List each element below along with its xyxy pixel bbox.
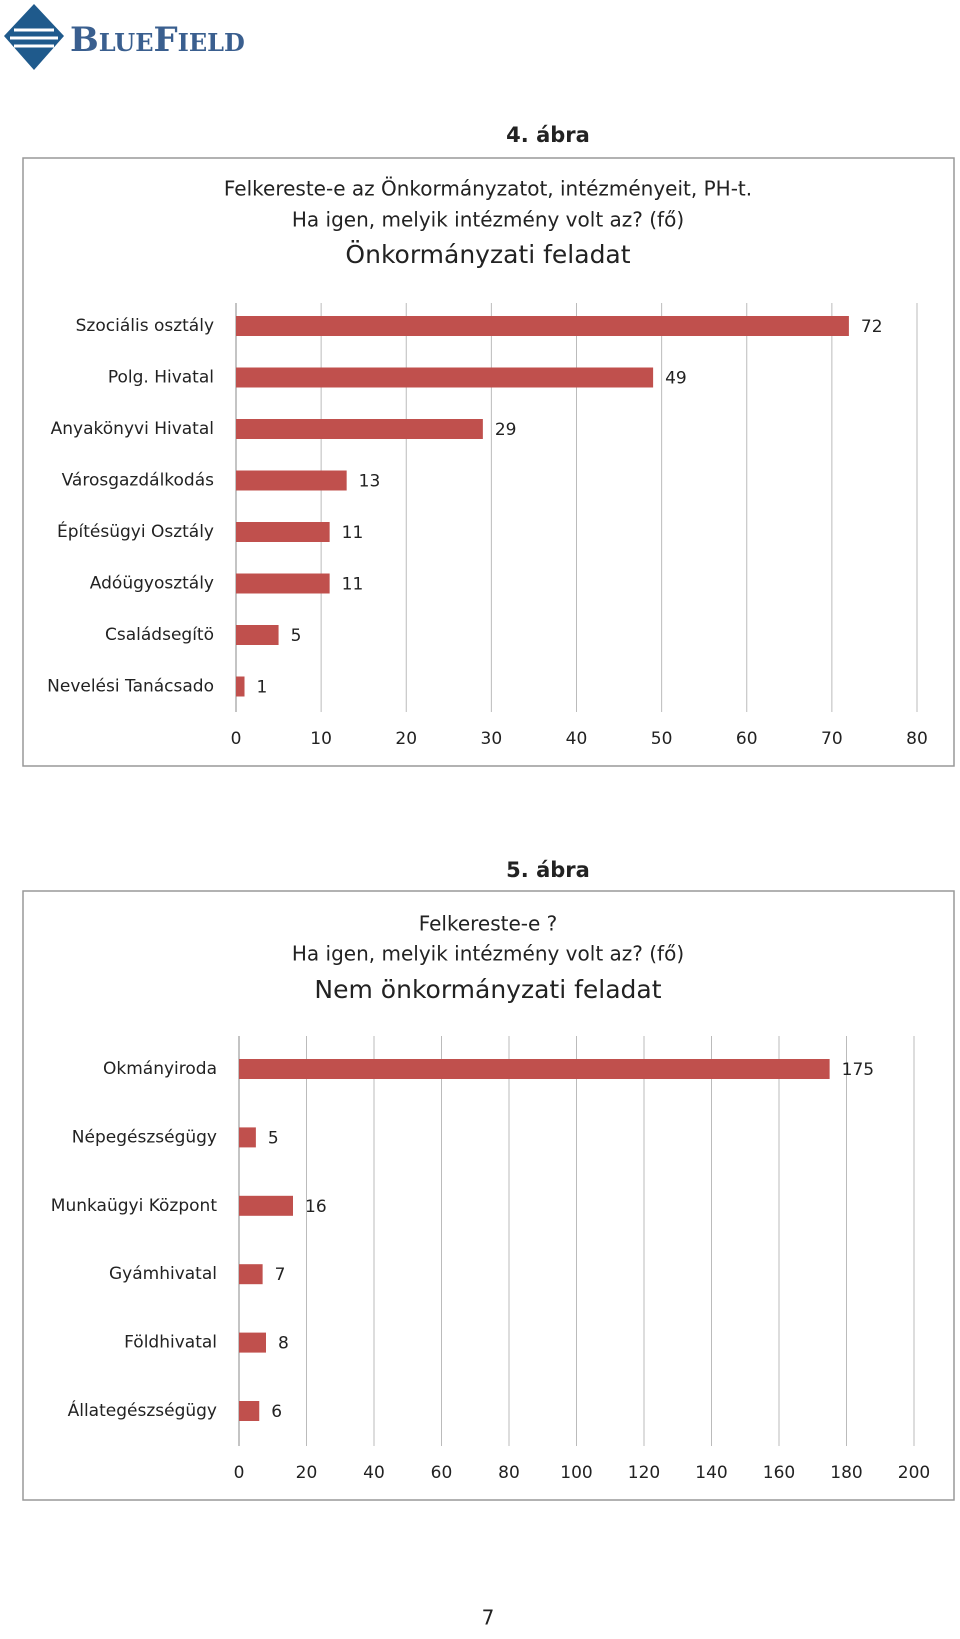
logo-icon [4,4,64,70]
x-tick-label: 0 [231,729,242,749]
bar [236,522,330,542]
y-tick-label: Gyámhivatal [109,1264,217,1284]
y-tick-label: Építésügyi Osztály [57,520,214,542]
x-tick-label: 20 [296,1463,318,1483]
x-tick-label: 20 [395,729,417,749]
figure-label: 5. ábra [506,858,590,882]
bar [236,470,347,491]
y-tick-label: Népegészségügy [72,1127,217,1147]
figure-label: 4. ábra [506,123,590,147]
bar [236,419,483,439]
y-tick-label: Állategészségügy [68,1399,217,1421]
x-tick-label: 60 [736,729,758,749]
data-label: 6 [271,1402,282,1422]
bar [236,676,245,697]
y-tick-label: Okmányiroda [103,1059,217,1079]
chart-frame [22,157,955,767]
x-tick-label: 80 [498,1463,520,1483]
x-tick-label: 0 [234,1463,245,1483]
data-label: 5 [268,1128,279,1148]
x-tick-label: 60 [431,1463,453,1483]
y-tick-label: Munkaügyi Központ [51,1196,218,1216]
bar [236,573,330,594]
chart-title: Ha igen, melyik intézmény volt az? (fő) [292,208,684,232]
bar [239,1059,830,1079]
bar [239,1401,260,1421]
data-label: 175 [842,1060,874,1080]
data-label: 29 [495,420,517,440]
x-tick-label: 30 [481,729,503,749]
x-tick-label: 200 [898,1463,930,1483]
y-tick-label: Földhivatal [124,1333,217,1353]
chart-title: Felkereste-e az Önkormányzatot, intézmén… [224,177,752,201]
data-label: 7 [275,1265,286,1285]
x-tick-label: 40 [566,729,588,749]
chart-title: Felkereste-e ? [419,912,558,936]
data-label: 1 [257,678,268,698]
x-tick-label: 10 [310,729,332,749]
chart-frame [22,890,955,1501]
bar [239,1195,293,1216]
bar [239,1127,256,1148]
x-tick-label: 180 [830,1463,862,1483]
x-tick-label: 80 [906,729,928,749]
y-tick-label: Szociális osztály [76,316,214,336]
logo-text: BlueField [70,20,245,60]
bar [236,316,849,336]
data-label: 13 [359,472,381,492]
y-tick-label: Nevelési Tanácsado [47,677,214,697]
x-tick-label: 70 [821,729,843,749]
x-tick-label: 160 [763,1463,795,1483]
data-label: 11 [342,575,364,595]
bar [239,1332,266,1353]
x-tick-label: 140 [695,1463,727,1483]
page-number: 7 [482,1606,495,1630]
chart-title: Ha igen, melyik intézmény volt az? (fő) [292,942,684,966]
data-label: 8 [278,1334,289,1354]
y-tick-label: Adóügyosztály [90,574,214,594]
x-tick-label: 100 [560,1463,592,1483]
x-tick-label: 40 [363,1463,385,1483]
chart-subtitle: Önkormányzati feladat [345,240,630,269]
x-tick-label: 50 [651,729,673,749]
y-tick-label: Városgazdálkodás [62,471,215,491]
x-tick-label: 120 [628,1463,660,1483]
y-tick-label: Polg. Hivatal [108,368,214,388]
data-label: 72 [861,317,883,337]
data-label: 5 [291,626,302,646]
chart-subtitle: Nem önkormányzati feladat [314,975,661,1004]
data-label: 11 [342,523,364,543]
bar [239,1264,263,1285]
data-label: 49 [665,369,687,389]
bar [236,625,279,645]
bar [236,367,654,388]
data-label: 16 [305,1197,327,1217]
y-tick-label: Anyakönyvi Hivatal [51,419,214,439]
y-tick-label: Családsegítö [105,625,214,645]
